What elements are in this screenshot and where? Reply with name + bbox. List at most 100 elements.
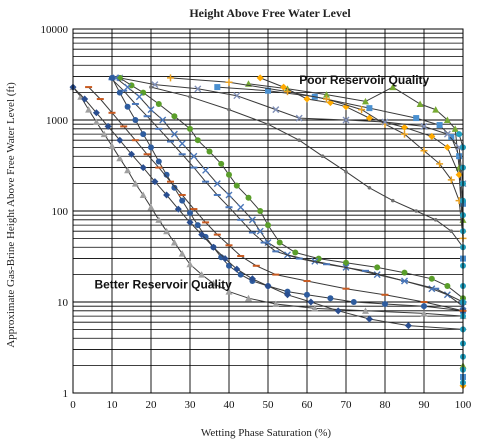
data-point	[358, 106, 366, 114]
data-point	[170, 239, 178, 246]
data-point	[209, 279, 217, 287]
data-point	[245, 194, 252, 201]
data-point	[382, 301, 388, 308]
data-point	[174, 205, 182, 213]
data-point	[139, 191, 147, 198]
data-point	[342, 116, 350, 124]
data-point	[187, 210, 193, 217]
data-point	[428, 275, 435, 282]
data-point	[344, 169, 348, 174]
data-point	[148, 144, 154, 151]
data-point	[362, 307, 369, 314]
data-point	[233, 265, 241, 273]
y-tick-label: 1	[63, 388, 69, 400]
plot-frame	[72, 28, 464, 394]
data-point	[187, 125, 193, 132]
data-point	[276, 239, 283, 246]
data-point	[416, 100, 424, 107]
data-point	[100, 130, 108, 138]
data-point	[315, 255, 322, 262]
data-point	[151, 178, 159, 186]
series-2	[256, 74, 467, 390]
y-tick-label: 100	[52, 206, 69, 218]
data-point	[206, 148, 213, 155]
data-point	[109, 74, 115, 81]
data-point	[248, 216, 256, 224]
data-point	[116, 154, 124, 162]
data-point	[365, 315, 373, 323]
data-point	[194, 85, 202, 93]
data-point	[284, 88, 291, 96]
data-point	[227, 107, 231, 112]
data-point	[303, 95, 311, 103]
data-point	[188, 94, 192, 99]
data-point	[366, 105, 373, 112]
data-point	[265, 87, 271, 94]
data-point	[116, 89, 123, 96]
x-tick-label: 80	[380, 399, 392, 411]
x-tick-label: 20	[146, 399, 158, 411]
data-point	[237, 271, 244, 278]
data-point	[404, 322, 412, 330]
x-tick-label: 40	[224, 399, 236, 411]
chart-title: Height Above Free Water Level	[189, 6, 351, 20]
data-point	[436, 122, 443, 129]
data-point	[116, 136, 124, 144]
data-point	[167, 74, 174, 82]
data-point	[343, 259, 349, 266]
data-point	[149, 85, 153, 89]
data-point	[401, 123, 408, 131]
data-point	[327, 295, 334, 302]
data-point	[436, 160, 444, 168]
data-point	[448, 134, 455, 141]
data-point	[323, 95, 330, 103]
data-point	[365, 114, 373, 122]
data-point	[456, 131, 463, 138]
series-9	[85, 86, 467, 312]
data-point	[213, 180, 221, 188]
data-point	[304, 291, 310, 298]
data-point	[257, 208, 264, 214]
data-point	[245, 294, 252, 302]
data-point	[81, 95, 89, 103]
data-point	[297, 138, 302, 142]
data-point	[433, 218, 438, 222]
x-tick-label: 0	[70, 399, 76, 411]
x-tick-label: 70	[341, 399, 353, 411]
data-point	[194, 137, 201, 144]
data-point	[92, 109, 100, 117]
data-point	[147, 106, 155, 114]
data-point	[233, 182, 240, 189]
data-point	[186, 260, 194, 268]
data-point	[451, 125, 459, 132]
data-point	[202, 166, 210, 174]
x-axis-label: Wetting Phase Saturation (%)	[201, 427, 332, 439]
data-point	[266, 122, 270, 126]
data-point	[190, 152, 198, 160]
x-tick-label: 10	[107, 399, 119, 411]
data-point	[443, 143, 451, 151]
annotation-better-quality: Better Reservoir Quality	[94, 278, 232, 292]
data-point	[159, 116, 167, 124]
data-point	[140, 131, 147, 138]
data-point	[391, 198, 395, 203]
data-point	[443, 130, 451, 138]
data-point	[225, 191, 233, 199]
data-point	[85, 106, 93, 113]
series-line	[115, 77, 464, 307]
data-point	[264, 282, 272, 290]
data-point	[334, 307, 342, 315]
data-point	[198, 271, 206, 278]
data-point	[179, 197, 186, 204]
data-point	[421, 303, 427, 310]
data-point	[132, 117, 139, 123]
data-point	[447, 176, 455, 184]
data-point	[124, 83, 132, 91]
x-tick-label: 60	[302, 399, 314, 411]
x-tick-label: 30	[185, 399, 197, 411]
y-axis-label: Approximate Gas-Brine Height Above Free …	[5, 82, 17, 348]
data-point	[226, 171, 232, 178]
series-10	[69, 83, 467, 320]
